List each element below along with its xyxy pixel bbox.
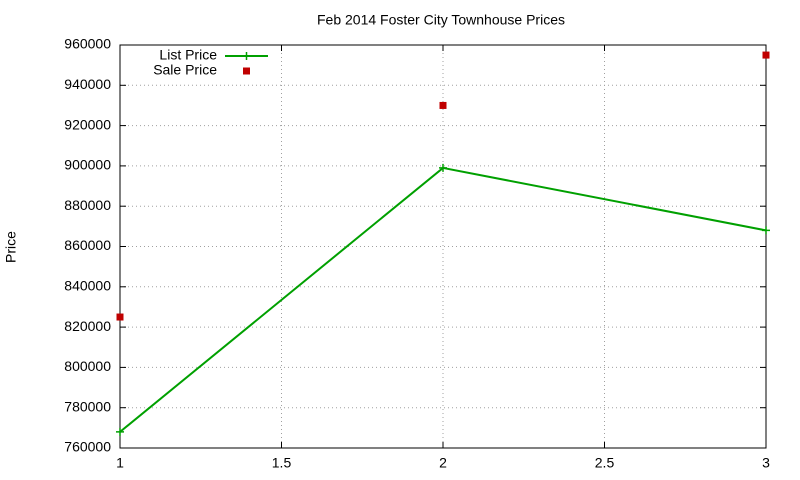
plot-frame bbox=[119, 44, 767, 449]
data-point bbox=[762, 51, 770, 59]
y-tick-label: 900000 bbox=[64, 157, 111, 173]
y-tick-label: 880000 bbox=[64, 197, 111, 213]
legend-marker bbox=[243, 67, 250, 75]
data-point bbox=[116, 313, 124, 321]
y-tick-label: 960000 bbox=[64, 36, 111, 52]
x-tick-label: 2.5 bbox=[595, 455, 615, 471]
x-tick-label: 1.5 bbox=[272, 455, 292, 471]
legend-marker bbox=[242, 52, 251, 60]
data-point bbox=[116, 427, 124, 436]
x-tick-label: 1 bbox=[116, 455, 124, 471]
legend-label: Sale Price bbox=[153, 62, 217, 78]
x-tick-label: 2 bbox=[439, 455, 447, 471]
y-tick-label: 820000 bbox=[64, 318, 111, 334]
data-point bbox=[439, 163, 447, 172]
chart-title: Feb 2014 Foster City Townhouse Prices bbox=[317, 12, 565, 28]
y-tick-label: 780000 bbox=[64, 398, 111, 414]
y-tick-label: 860000 bbox=[64, 237, 111, 253]
data-point bbox=[762, 226, 770, 235]
y-tick-label: 920000 bbox=[64, 116, 111, 132]
series-line bbox=[119, 166, 767, 433]
x-tick-label: 3 bbox=[762, 455, 770, 471]
data-point bbox=[439, 101, 447, 109]
y-tick-label: 840000 bbox=[64, 278, 111, 294]
y-tick-label: 800000 bbox=[64, 358, 111, 374]
y-axis-label: Price bbox=[3, 231, 19, 263]
y-tick-label: 940000 bbox=[64, 76, 111, 92]
y-tick-label: 760000 bbox=[64, 439, 111, 455]
legend-label: List Price bbox=[159, 47, 217, 63]
